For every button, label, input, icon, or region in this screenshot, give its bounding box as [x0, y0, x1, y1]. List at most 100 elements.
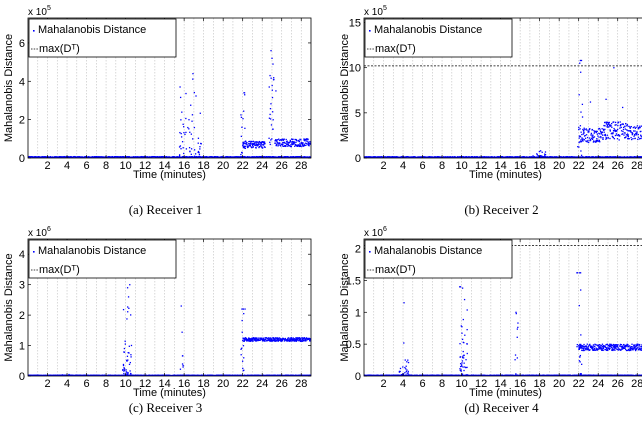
data-point	[290, 145, 292, 148]
data-point	[620, 346, 623, 348]
data-point	[403, 302, 405, 304]
data-point	[586, 156, 588, 158]
data-point	[303, 139, 305, 141]
data-point	[287, 143, 289, 145]
data-point	[581, 347, 583, 349]
data-point	[264, 337, 266, 339]
data-point	[616, 346, 618, 348]
data-point	[254, 142, 256, 145]
data-point	[582, 133, 584, 135]
data-point	[405, 365, 407, 367]
data-point	[243, 146, 245, 149]
data-point	[181, 141, 184, 143]
data-point	[122, 308, 125, 311]
data-point	[197, 151, 199, 154]
data-point	[245, 337, 248, 340]
data-point	[190, 133, 192, 135]
data-point	[257, 338, 259, 341]
data-point	[180, 305, 182, 307]
data-point	[608, 126, 610, 128]
data-point	[270, 139, 272, 141]
data-point	[289, 139, 291, 142]
data-point	[597, 140, 599, 142]
data-point	[195, 95, 197, 97]
data-point	[297, 140, 299, 142]
data-point	[291, 141, 293, 143]
data-point	[619, 125, 622, 127]
x-tick-label: 24	[256, 378, 268, 390]
data-point	[255, 144, 257, 147]
data-point	[304, 338, 307, 340]
data-point	[613, 121, 615, 123]
data-point	[302, 144, 304, 147]
data-point	[248, 340, 251, 342]
data-point	[611, 132, 613, 134]
x-tick-label: 6	[83, 378, 89, 390]
data-point	[579, 141, 581, 143]
data-point	[605, 348, 608, 350]
data-point	[639, 137, 642, 140]
data-point	[270, 337, 272, 340]
data-point	[255, 340, 257, 342]
data-point	[621, 133, 623, 135]
data-point	[589, 139, 591, 142]
data-point	[609, 343, 612, 346]
data-point	[278, 138, 280, 140]
grid-lines	[37, 239, 302, 376]
x-tick-label: 10	[119, 160, 131, 172]
data-point	[255, 141, 257, 144]
data-point	[592, 346, 594, 348]
data-point	[518, 156, 521, 158]
y-tick-label: 0	[19, 371, 25, 383]
data-point	[622, 130, 624, 133]
data-point	[610, 346, 613, 348]
data-point	[607, 346, 609, 349]
data-point	[372, 156, 375, 158]
data-point	[583, 347, 585, 350]
data-point	[299, 144, 302, 146]
data-point	[640, 345, 642, 348]
data-point	[635, 345, 638, 347]
data-point	[578, 360, 581, 362]
data-point	[243, 145, 245, 147]
data-point	[592, 134, 594, 136]
data-point	[307, 143, 309, 145]
data-point	[605, 137, 608, 140]
data-point	[303, 138, 305, 140]
data-point	[617, 347, 620, 349]
data-point	[537, 155, 539, 157]
data-point	[292, 156, 295, 158]
data-point	[130, 354, 132, 356]
data-point	[640, 345, 642, 347]
data-point	[394, 156, 396, 158]
data-point	[636, 348, 638, 350]
data-point	[407, 372, 409, 374]
data-point	[459, 365, 462, 368]
data-point	[246, 141, 248, 144]
data-point	[540, 155, 542, 157]
data-point	[286, 142, 288, 145]
data-point	[617, 124, 619, 127]
data-point	[263, 143, 265, 145]
data-point	[404, 366, 406, 369]
data-point	[608, 345, 611, 348]
data-point	[277, 142, 280, 144]
data-point	[300, 141, 302, 144]
x-tick-label: 6	[419, 160, 425, 172]
data-point	[130, 373, 132, 375]
data-point	[290, 338, 292, 341]
data-point	[285, 141, 288, 143]
data-point	[247, 145, 249, 147]
y-axis-label: Mahalanobis Distance	[339, 34, 351, 142]
data-point	[251, 156, 253, 158]
data-point	[607, 126, 609, 128]
data-point	[133, 156, 135, 158]
data-point	[609, 347, 611, 350]
data-point	[636, 345, 639, 347]
data-point	[269, 156, 271, 158]
data-point	[621, 347, 623, 349]
data-point	[593, 136, 596, 138]
data-point	[544, 153, 547, 156]
data-point	[297, 145, 299, 147]
data-point	[622, 123, 624, 125]
